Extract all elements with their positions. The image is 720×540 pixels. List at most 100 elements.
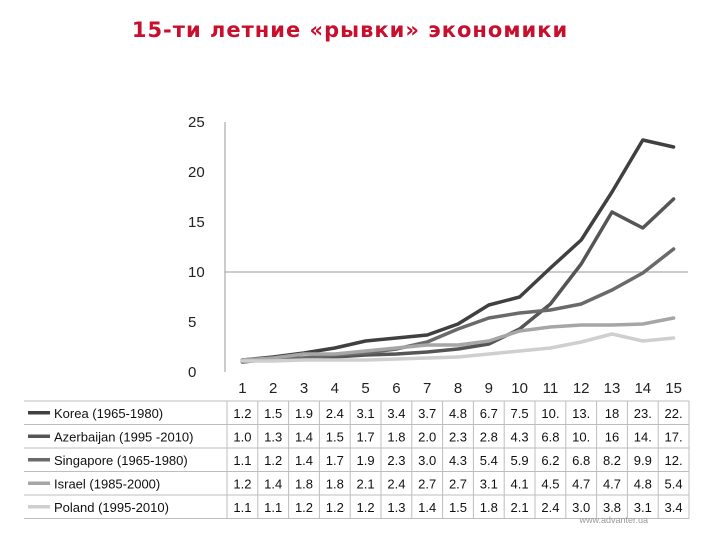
table-cell: 1.8 xyxy=(387,429,405,444)
table-cell: 7.5 xyxy=(511,406,529,421)
table-cell: 2.4 xyxy=(387,476,405,491)
table-cell: 16 xyxy=(605,429,619,444)
table-cell: 1.1 xyxy=(233,500,251,515)
table-cell: 6.8 xyxy=(572,453,590,468)
series-lines-layer xyxy=(240,138,676,364)
table-cell: 2.0 xyxy=(418,429,436,444)
table-cell: 1.4 xyxy=(295,429,313,444)
y-tick-label: 10 xyxy=(188,264,205,281)
table-cell: 4.3 xyxy=(449,453,467,468)
legend-label: Israel (1985-2000) xyxy=(54,476,160,491)
table-cell: 1.8 xyxy=(295,476,313,491)
table-cell: 6.8 xyxy=(541,429,559,444)
table-cell: 1.2 xyxy=(233,406,251,421)
x-tick-label: 9 xyxy=(485,380,493,397)
x-tick-label: 6 xyxy=(392,380,400,397)
table-cell: 1.9 xyxy=(357,453,375,468)
table-cell: 1.2 xyxy=(264,453,282,468)
series-line xyxy=(240,332,676,363)
table-cell: 17. xyxy=(665,429,683,444)
x-tick-label: 3 xyxy=(300,380,308,397)
table-cell: 1.3 xyxy=(264,429,282,444)
table-cell: 3.7 xyxy=(418,406,436,421)
table-cell: 10. xyxy=(541,406,559,421)
table-cell: 22. xyxy=(665,406,683,421)
table-cell: 14. xyxy=(634,429,652,444)
table-cell: 5.4 xyxy=(665,476,683,491)
table-cell: 4.7 xyxy=(572,476,590,491)
table-cell: 1.4 xyxy=(264,476,282,491)
table-cell: 2.3 xyxy=(449,429,467,444)
table-cell: 1.3 xyxy=(387,500,405,515)
page-title: 15-ти летние «рывки» экономики xyxy=(131,18,569,42)
x-tick-label: 11 xyxy=(543,380,559,397)
table-cell: 1.2 xyxy=(233,476,251,491)
table-cell: 10. xyxy=(572,429,590,444)
table-cell: 3.1 xyxy=(480,476,498,491)
table-cell: 3.4 xyxy=(665,500,683,515)
table-cell: 2.7 xyxy=(418,476,436,491)
legend-label: Singapore (1965-1980) xyxy=(54,453,188,468)
table-cell: 4.8 xyxy=(449,406,467,421)
table-cell: 1.5 xyxy=(449,500,467,515)
y-tick-label: 5 xyxy=(188,314,196,331)
y-tick-label: 0 xyxy=(188,364,196,381)
table-cell: 23. xyxy=(634,406,652,421)
x-tick-label: 7 xyxy=(423,380,431,397)
table-cell: 4.7 xyxy=(603,476,621,491)
x-tick-label: 12 xyxy=(573,380,590,397)
table-cell: 2.1 xyxy=(357,476,375,491)
table-cell: 3.4 xyxy=(387,406,405,421)
x-tick-label: 15 xyxy=(665,380,682,397)
x-tick-label: 14 xyxy=(634,380,651,397)
table-cell: 18 xyxy=(605,406,619,421)
table-cell: 13. xyxy=(572,406,590,421)
table-cell: 2.8 xyxy=(480,429,498,444)
table-cell: 3.0 xyxy=(572,500,590,515)
table-cell: 1.8 xyxy=(480,500,498,515)
legend-label: Azerbaijan (1995 -2010) xyxy=(54,429,193,444)
table-cell: 6.2 xyxy=(541,453,559,468)
x-tick-label: 5 xyxy=(361,380,369,397)
x-tick-label: 2 xyxy=(269,380,277,397)
legend-label: Korea (1965-1980) xyxy=(54,406,163,421)
table-cell: 2.1 xyxy=(511,500,529,515)
footer-url: www.advanter.ua xyxy=(579,515,648,525)
table-cell: 2.7 xyxy=(449,476,467,491)
x-tick-label: 10 xyxy=(511,380,528,397)
table-cell: 5.9 xyxy=(511,453,529,468)
table-cell: 1.4 xyxy=(418,500,436,515)
y-tick-label: 25 xyxy=(188,114,205,131)
table-cell: 5.4 xyxy=(480,453,498,468)
table-cell: 4.1 xyxy=(511,476,529,491)
y-tick-label: 20 xyxy=(188,164,205,181)
table-cell: 1.1 xyxy=(264,500,282,515)
table-cell: 1.4 xyxy=(295,453,313,468)
table-cell: 1.5 xyxy=(264,406,282,421)
y-tick-label: 15 xyxy=(188,214,205,231)
x-tick-label: 8 xyxy=(454,380,462,397)
table-cell: 1.7 xyxy=(357,429,375,444)
table-cell: 8.2 xyxy=(603,453,621,468)
table-cell: 4.8 xyxy=(634,476,652,491)
table-cell: 1.2 xyxy=(357,500,375,515)
table-cell: 1.2 xyxy=(295,500,313,515)
table-cell: 4.5 xyxy=(541,476,559,491)
table-cell: 3.8 xyxy=(603,500,621,515)
table-cell: 2.4 xyxy=(326,406,344,421)
x-tick-label: 1 xyxy=(238,380,246,397)
series-line xyxy=(240,316,676,362)
table-cell: 3.0 xyxy=(418,453,436,468)
table-cell: 6.7 xyxy=(480,406,498,421)
table-cell: 12. xyxy=(665,453,683,468)
table-cell: 1.0 xyxy=(233,429,251,444)
axis-layer: 0 5 10 15 20 25 xyxy=(188,114,226,381)
legend-label: Poland (1995-2010) xyxy=(54,500,169,515)
table-cell: 2.4 xyxy=(541,500,559,515)
table-cell: 1.1 xyxy=(233,453,251,468)
series-line xyxy=(240,247,676,363)
x-tick-label: 4 xyxy=(331,380,339,397)
table-cell: 1.9 xyxy=(295,406,313,421)
